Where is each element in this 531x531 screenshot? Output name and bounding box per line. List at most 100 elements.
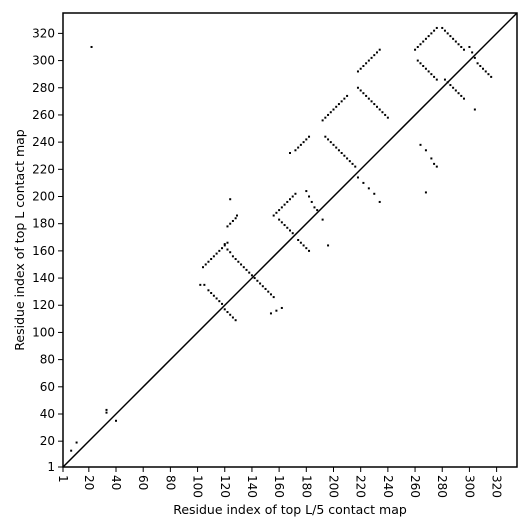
contact-point [359, 89, 362, 92]
contact-point [229, 313, 232, 316]
contact-point [321, 218, 324, 221]
contact-point [105, 411, 108, 414]
contact-point [378, 108, 381, 111]
x-tick-label: 20 [82, 475, 96, 490]
y-tick-label: 300 [32, 54, 55, 68]
contact-point [424, 149, 427, 152]
contact-point [305, 190, 308, 193]
contact-point [308, 195, 311, 198]
x-axis-ticks: 1 20 40 60 80 100 120 140 160 180 200 220 240 260 280 3… [56, 467, 504, 498]
contact-point [299, 143, 302, 146]
contact-point [226, 241, 229, 244]
contact-point [476, 62, 479, 65]
contact-point [199, 283, 202, 286]
contact-point [329, 111, 332, 114]
contact-point [430, 32, 433, 35]
contact-point [365, 94, 368, 97]
contact-point [275, 211, 278, 214]
contact-point [457, 92, 460, 95]
contact-point [237, 260, 240, 263]
contact-point [234, 258, 237, 261]
y-tick-label: 120 [32, 298, 55, 312]
contact-point [482, 67, 485, 70]
contact-point [433, 75, 436, 78]
contact-point [416, 59, 419, 62]
contact-point [70, 449, 73, 452]
contact-point [215, 297, 218, 300]
contact-point [433, 162, 436, 165]
contact-point [248, 271, 251, 274]
contact-point [289, 198, 291, 201]
contact-point [221, 302, 224, 305]
x-tick-label: 280 [435, 475, 449, 498]
contact-point [356, 176, 359, 179]
contact-point [367, 59, 370, 62]
contact-point [291, 232, 294, 235]
x-tick-label: 220 [354, 475, 368, 498]
contact-point [427, 70, 430, 73]
x-tick-label: 100 [191, 475, 205, 498]
contact-point [473, 56, 476, 59]
contact-point [327, 113, 330, 116]
contact-point [452, 37, 455, 40]
contact-point [362, 92, 365, 95]
contact-point [280, 306, 283, 309]
contact-point [226, 311, 229, 314]
contact-point [335, 105, 338, 108]
contact-point [354, 165, 357, 168]
contact-point [229, 222, 232, 225]
contact-point [297, 146, 300, 149]
contact-point [90, 45, 93, 48]
contact-point [231, 219, 234, 222]
contact-point [460, 94, 463, 97]
contact-point [365, 62, 368, 65]
contact-point [223, 308, 226, 311]
x-tick-label: 200 [326, 475, 340, 498]
contact-point [240, 263, 243, 266]
contact-point [324, 116, 327, 119]
contact-point [289, 152, 291, 155]
contact-point [329, 141, 332, 144]
contact-point [337, 103, 340, 106]
contact-point [346, 94, 349, 97]
contact-point [275, 309, 278, 312]
contact-point [340, 152, 343, 155]
contact-point [218, 300, 221, 303]
y-tick-label: 100 [32, 325, 55, 339]
contact-point [286, 226, 289, 229]
contact-point [297, 239, 300, 241]
contact-point [324, 135, 327, 138]
contact-point [454, 89, 457, 92]
y-tick-label: 20 [40, 434, 55, 448]
contact-point [375, 105, 378, 108]
contact-point [302, 141, 305, 144]
x-tick-label: 240 [381, 475, 395, 498]
contact-point [356, 70, 359, 73]
contact-point [441, 26, 444, 29]
contact-point [305, 247, 308, 250]
contact-point [212, 294, 215, 297]
contact-point [75, 441, 78, 444]
x-tick-label: 160 [272, 475, 286, 498]
contact-point [356, 86, 359, 89]
contact-point [381, 111, 384, 114]
contact-point [422, 40, 425, 43]
x-tick-label: 260 [408, 475, 422, 498]
contact-point [202, 266, 205, 269]
contact-point [414, 48, 417, 51]
contact-point [343, 97, 346, 100]
x-tick-label: 300 [462, 475, 476, 498]
contact-point [384, 113, 387, 116]
contact-point [435, 165, 438, 168]
x-tick-label: 320 [490, 475, 504, 498]
contact-point [435, 78, 438, 81]
contact-point [378, 48, 381, 51]
contact-point [234, 217, 237, 220]
contact-point [267, 290, 270, 293]
contact-point [337, 149, 340, 152]
contact-point [452, 86, 455, 89]
contact-point [419, 62, 422, 65]
contact-point [221, 247, 224, 250]
contact-point [346, 157, 349, 160]
contact-point [332, 143, 335, 146]
